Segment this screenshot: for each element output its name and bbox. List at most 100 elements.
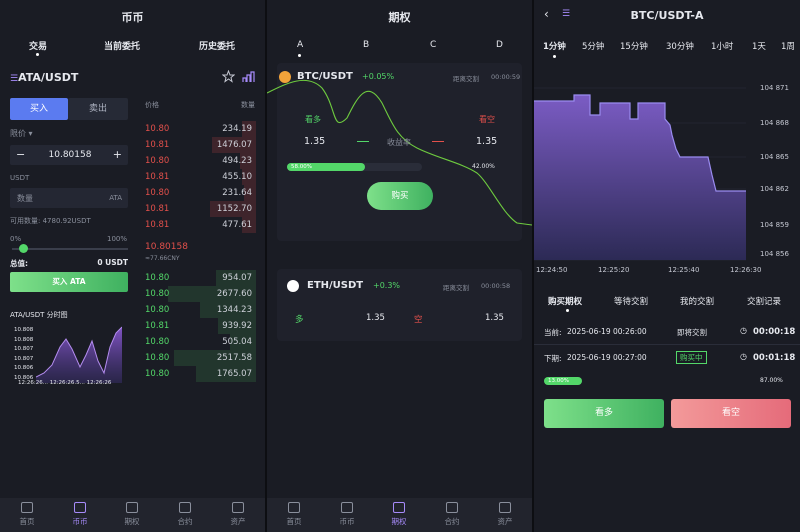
orderbook-price: 10.80 xyxy=(145,337,170,347)
nav-options[interactable]: 期权 xyxy=(112,502,152,527)
mini-chart-title: ATA/USDT 分时图 xyxy=(10,311,68,319)
sell-tab[interactable]: 卖出 xyxy=(68,98,128,120)
depth-bar xyxy=(244,185,256,201)
tab-my-settlement[interactable]: 我的交割 xyxy=(680,297,715,307)
price-stepper[interactable]: − 10.80158 + xyxy=(10,145,128,165)
option-detail-screen: ‹ ☰ BTC/USDT-A 1分钟 5分钟 15分钟 30分钟 1小时 1天 … xyxy=(534,0,800,532)
slider-handle[interactable] xyxy=(19,244,28,253)
percent-slider[interactable] xyxy=(12,248,128,250)
options-icon xyxy=(393,502,405,513)
pair-selector[interactable]: ☰ATA/USDT xyxy=(10,71,78,84)
orderbook-row[interactable]: 10.80 954.07 xyxy=(140,270,256,286)
tab-buy-option[interactable]: 购买期权 xyxy=(548,297,583,307)
quote-label: USDT xyxy=(10,174,30,182)
orderbook-row[interactable]: 10.81 477.61 xyxy=(140,217,256,233)
nav-assets[interactable]: 资产 xyxy=(485,502,525,527)
tab-open-orders[interactable]: 当前委托 xyxy=(104,42,141,52)
current-period-label: 当前: xyxy=(544,328,562,337)
current-countdown: 00:00:18 xyxy=(753,327,796,337)
tab-d[interactable]: D xyxy=(496,40,503,50)
btc-long-label: 看多 xyxy=(305,115,321,124)
nav-options[interactable]: 期权 xyxy=(379,502,419,527)
btc-change: +0.05% xyxy=(362,72,395,81)
next-period-status: 购买中 xyxy=(676,351,707,364)
orderbook-qty: 2677.60 xyxy=(216,289,252,299)
tf-5m[interactable]: 5分钟 xyxy=(582,42,605,52)
orderbook-row[interactable]: 10.80 2677.60 xyxy=(140,286,256,302)
slider-max: 100% xyxy=(107,235,128,243)
depth-bar xyxy=(218,318,256,334)
amount-input[interactable]: 数量 ATA xyxy=(10,188,128,208)
btc-coin-icon xyxy=(279,71,291,83)
back-icon[interactable]: ‹ xyxy=(544,7,549,21)
ob-header-price: 价格 xyxy=(145,101,159,109)
orderbook-row[interactable]: 10.80 234.19 xyxy=(140,121,256,137)
order-type-select[interactable]: 限价 ▾ xyxy=(10,129,33,138)
price-value[interactable]: 10.80158 xyxy=(48,150,92,160)
buy-option-button[interactable]: 购买 xyxy=(367,182,433,210)
orderbook-row[interactable]: 10.80 1765.07 xyxy=(140,366,256,382)
orderbook-row[interactable]: 10.80 1344.23 xyxy=(140,302,256,318)
options-screen: 期权 A B C D BTC/USDT +0.05% 距离交割 00:00:59… xyxy=(267,0,532,532)
tab-a[interactable]: A xyxy=(297,40,304,50)
short-button[interactable]: 看空 xyxy=(671,399,791,428)
tab-pending[interactable]: 等待交割 xyxy=(614,297,649,307)
clock-icon: ◷ xyxy=(740,326,747,335)
tf-15m[interactable]: 15分钟 xyxy=(620,42,648,52)
eth-long-rate: 1.35 xyxy=(366,313,385,323)
short-dash xyxy=(432,141,444,142)
chart-icon[interactable] xyxy=(242,70,255,83)
buy-tab[interactable]: 买入 xyxy=(10,98,68,120)
btc-option-card[interactable]: BTC/USDT +0.05% 距离交割 00:00:59 看多 看空 1.35… xyxy=(267,63,532,241)
minus-button[interactable]: − xyxy=(16,148,26,161)
nav-contract[interactable]: 合约 xyxy=(432,502,472,527)
nav-contract[interactable]: 合约 xyxy=(165,502,205,527)
eth-option-card[interactable]: ETH/USDT +0.3% 距离交割 00:00:58 多 1.35 空 1.… xyxy=(277,269,522,341)
nav-assets[interactable]: 资产 xyxy=(218,502,258,527)
y-tick: 104 862 xyxy=(760,185,789,193)
orderbook-row[interactable]: 10.80 494.23 xyxy=(140,153,256,169)
orderbook-price: 10.80 xyxy=(145,273,170,283)
orderbook-qty: 505.04 xyxy=(222,337,252,347)
tab-order-history[interactable]: 历史委托 xyxy=(199,42,236,52)
depth-bar xyxy=(168,286,256,302)
orderbook-row[interactable]: 10.81 1476.07 xyxy=(140,137,256,153)
tf-1m[interactable]: 1分钟 xyxy=(543,42,566,52)
btc-long-fill xyxy=(287,163,365,171)
long-button[interactable]: 看多 xyxy=(544,399,664,428)
orderbook-qty: 1344.23 xyxy=(216,305,252,315)
tab-b[interactable]: B xyxy=(363,40,370,50)
nav-spot[interactable]: 币币 xyxy=(327,502,367,527)
orderbook-row[interactable]: 10.81 455.10 xyxy=(140,169,256,185)
orderbook-row[interactable]: 10.80 2517.58 xyxy=(140,350,256,366)
star-icon[interactable] xyxy=(222,70,235,83)
eth-change: +0.3% xyxy=(373,281,401,290)
orderbook-row[interactable]: 10.80 505.04 xyxy=(140,334,256,350)
orderbook-row[interactable]: 10.80 231.64 xyxy=(140,185,256,201)
tf-1d[interactable]: 1天 xyxy=(752,42,766,52)
nav-home[interactable]: 首页 xyxy=(7,502,47,527)
menu-icon[interactable]: ☰ xyxy=(562,9,571,19)
orderbook-price: 10.80 xyxy=(145,156,170,166)
orderbook-price: 10.81 xyxy=(145,172,170,182)
buy-submit-button[interactable]: 买入 ATA xyxy=(10,272,128,292)
orderbook-row[interactable]: 10.81 939.92 xyxy=(140,318,256,334)
orderbook-row[interactable]: 10.81 1152.70 xyxy=(140,201,256,217)
spot-icon xyxy=(74,502,86,513)
next-period-time: 2025-06-19 00:27:00 xyxy=(567,353,647,362)
nav-spot[interactable]: 币币 xyxy=(60,502,100,527)
btc-long-pct: 58.00% xyxy=(291,164,312,170)
tf-1h[interactable]: 1小时 xyxy=(711,42,734,52)
nav-home[interactable]: 首页 xyxy=(274,502,314,527)
x-tick: 12:25:20 xyxy=(598,266,630,274)
divider xyxy=(532,0,534,532)
tf-30m[interactable]: 30分钟 xyxy=(666,42,694,52)
plus-button[interactable]: + xyxy=(112,148,122,161)
tab-c[interactable]: C xyxy=(430,40,437,50)
tf-1w[interactable]: 1周 xyxy=(781,42,795,52)
tab-trade[interactable]: 交易 xyxy=(29,42,48,52)
tab-settlement-history[interactable]: 交割记录 xyxy=(747,297,782,307)
orderbook-qty: 231.64 xyxy=(222,188,252,198)
eth-countdown: 00:00:58 xyxy=(481,282,511,290)
